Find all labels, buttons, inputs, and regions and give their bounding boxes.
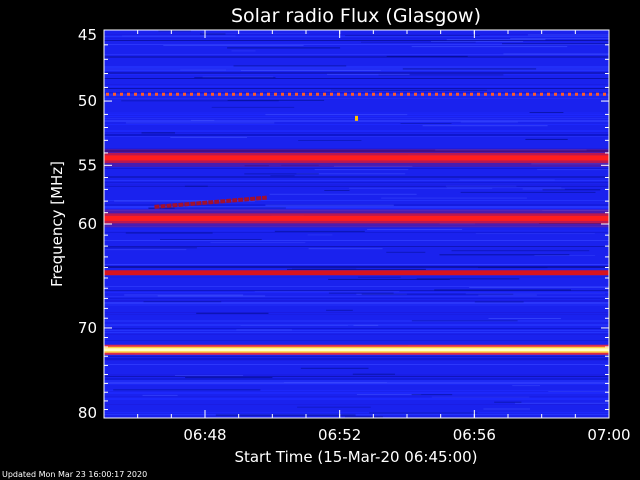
- y-tick-label: 70: [78, 319, 97, 337]
- x-tick-label: 06:56: [453, 426, 496, 444]
- y-tick-label: 60: [78, 215, 97, 233]
- drift-burst: [154, 195, 267, 209]
- emission-line-3: [104, 270, 609, 276]
- updated-timestamp: Updated Mon Mar 23 16:00:17 2020: [2, 470, 147, 479]
- x-tick-label: 07:00: [587, 426, 630, 444]
- x-axis: 06:48 06:52 06:56 07:00: [137, 30, 631, 444]
- y-tick-label: 55: [78, 156, 97, 174]
- x-axis-label: Start Time (15-Mar-20 06:45:00): [234, 448, 477, 466]
- emission-lines: [104, 92, 609, 355]
- burst-spike: [355, 115, 358, 121]
- y-axis-label: Frequency [MHz]: [48, 161, 66, 287]
- y-tick-label: 50: [78, 92, 97, 110]
- emission-line-4: [104, 344, 609, 355]
- emission-line-2: [104, 209, 609, 228]
- burst-features: [154, 115, 358, 209]
- chart-title: Solar radio Flux (Glasgow): [231, 5, 481, 27]
- x-tick-label: 06:48: [183, 426, 226, 444]
- emission-line-1: [104, 148, 609, 167]
- y-tick-label: 80: [78, 404, 97, 422]
- y-axis: 45 50 55 60 70 80: [78, 26, 609, 422]
- y-tick-label: 45: [78, 26, 97, 44]
- x-tick-label: 06:52: [318, 426, 361, 444]
